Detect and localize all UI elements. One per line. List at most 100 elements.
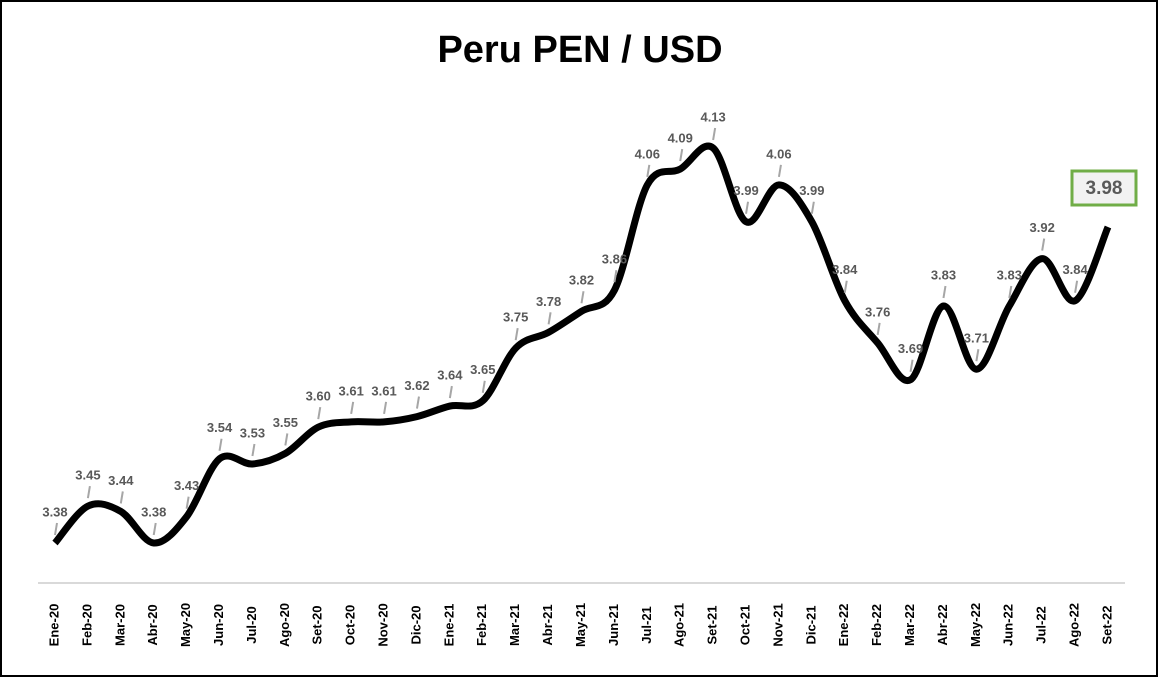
leader-line	[646, 164, 651, 178]
leader-line	[843, 280, 848, 293]
value-label: 3.78	[536, 294, 561, 309]
x-tick-label: Jul-21	[639, 606, 654, 644]
x-tick-label: Abr-20	[145, 604, 160, 645]
value-label: 3.44	[108, 473, 134, 488]
value-label: 3.55	[273, 415, 298, 430]
value-label: 3.98	[1086, 178, 1123, 199]
value-label: 3.75	[503, 310, 528, 325]
leader-line	[317, 406, 322, 420]
x-tick-label: Abr-21	[540, 604, 555, 645]
value-label: 3.69	[898, 341, 923, 356]
value-label: 3.83	[931, 267, 956, 282]
leader-line	[909, 359, 914, 372]
leader-line	[251, 443, 256, 457]
leader-line	[975, 349, 980, 362]
x-tick-label: Jun-20	[211, 604, 226, 646]
leader-line	[284, 433, 289, 446]
leader-line	[547, 312, 552, 325]
leader-line	[119, 491, 124, 504]
value-label: 3.62	[404, 378, 429, 393]
x-tick-label: Set-20	[310, 605, 325, 644]
value-label: 3.76	[865, 304, 890, 319]
x-tick-label: Jun-21	[606, 604, 621, 646]
leader-line	[218, 438, 223, 451]
x-tick-label: Ene-21	[441, 604, 456, 647]
value-label: 3.61	[371, 383, 396, 398]
x-tick-label: Mar-21	[507, 604, 522, 646]
value-label: 3.60	[306, 389, 331, 404]
leader-line	[580, 291, 585, 304]
value-label: 3.86	[602, 252, 627, 267]
value-label: 3.99	[733, 183, 758, 198]
leader-line	[152, 522, 157, 536]
value-label: 4.13	[700, 109, 725, 124]
line	[52, 142, 1112, 547]
x-tick-label: Ago-20	[277, 603, 292, 647]
value-label: 4.06	[766, 146, 791, 161]
x-tick-label: Ene-20	[46, 604, 61, 647]
x-tick-label: Mar-20	[112, 604, 127, 646]
value-label: 3.83	[997, 267, 1022, 282]
x-tick-label: Dic-20	[408, 605, 423, 644]
leader-line	[679, 148, 684, 162]
leader-line	[415, 396, 420, 409]
x-tick-label: Jul-20	[244, 606, 259, 644]
leader-line	[613, 270, 618, 283]
value-label: 3.71	[964, 331, 989, 346]
chart-title: Peru PEN / USD	[437, 29, 722, 71]
leader-line	[86, 485, 91, 499]
leader-line	[448, 385, 453, 399]
value-label: 3.84	[832, 262, 858, 277]
x-tick-label: May-20	[178, 603, 193, 647]
value-label: 3.92	[1030, 220, 1055, 235]
x-tick-label: Jul-22	[1034, 606, 1049, 644]
leader-line	[1074, 280, 1079, 293]
leader-line	[481, 380, 486, 393]
x-tick-label: May-22	[968, 603, 983, 647]
x-tick-label: Dic-21	[803, 605, 818, 644]
leader-line	[185, 496, 190, 509]
value-label: 3.82	[569, 273, 594, 288]
x-tick-label: Nov-21	[770, 603, 785, 646]
x-tick-label: Ene-22	[836, 604, 851, 647]
value-label: 3.61	[339, 383, 364, 398]
leader-line	[383, 401, 388, 415]
leader-line	[1008, 285, 1013, 299]
leader-line	[712, 127, 717, 141]
leader-line	[876, 322, 881, 336]
x-tick-label: Feb-22	[869, 604, 884, 646]
value-label: 3.84	[1062, 262, 1088, 277]
value-label: 3.54	[207, 420, 233, 435]
leader-line	[54, 522, 58, 536]
x-tick-label: Feb-21	[474, 604, 489, 646]
value-label: 3.53	[240, 425, 265, 440]
leader-line	[350, 401, 355, 415]
x-tick-label: Jun-22	[1001, 604, 1016, 646]
x-tick-label: Set-21	[705, 605, 720, 644]
x-tick-label: Nov-20	[376, 603, 391, 646]
x-tick-label: Abr-22	[935, 604, 950, 645]
leader-line	[810, 201, 815, 214]
value-label: 3.38	[42, 504, 67, 519]
x-tick-label: Ago-21	[672, 603, 687, 647]
value-label: 3.99	[799, 183, 824, 198]
leader-line	[514, 327, 519, 341]
x-tick-label: Oct-21	[737, 605, 752, 645]
value-label: 4.06	[635, 146, 660, 161]
leader-line	[1041, 238, 1046, 251]
x-tick-label: Feb-20	[79, 604, 94, 646]
leader-line	[745, 201, 750, 214]
x-tick-label: Oct-20	[343, 605, 358, 645]
leader-line	[942, 285, 947, 299]
value-label: 3.45	[75, 468, 100, 483]
leader-line	[777, 164, 782, 178]
x-tick-label: Set-22	[1099, 605, 1114, 644]
value-label: 3.64	[437, 368, 463, 383]
x-tick-label: Mar-22	[902, 604, 917, 646]
value-label: 3.65	[470, 362, 495, 377]
x-tick-label: May-21	[573, 603, 588, 647]
value-label: 3.43	[174, 478, 199, 493]
value-label: 3.38	[141, 504, 166, 519]
